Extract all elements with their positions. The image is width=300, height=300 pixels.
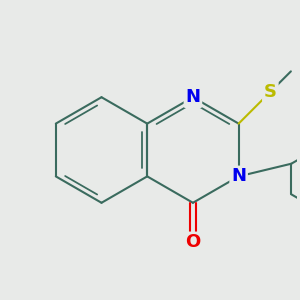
- Text: N: N: [231, 167, 246, 185]
- Text: S: S: [264, 83, 277, 101]
- Text: O: O: [185, 233, 201, 251]
- Text: N: N: [185, 88, 200, 106]
